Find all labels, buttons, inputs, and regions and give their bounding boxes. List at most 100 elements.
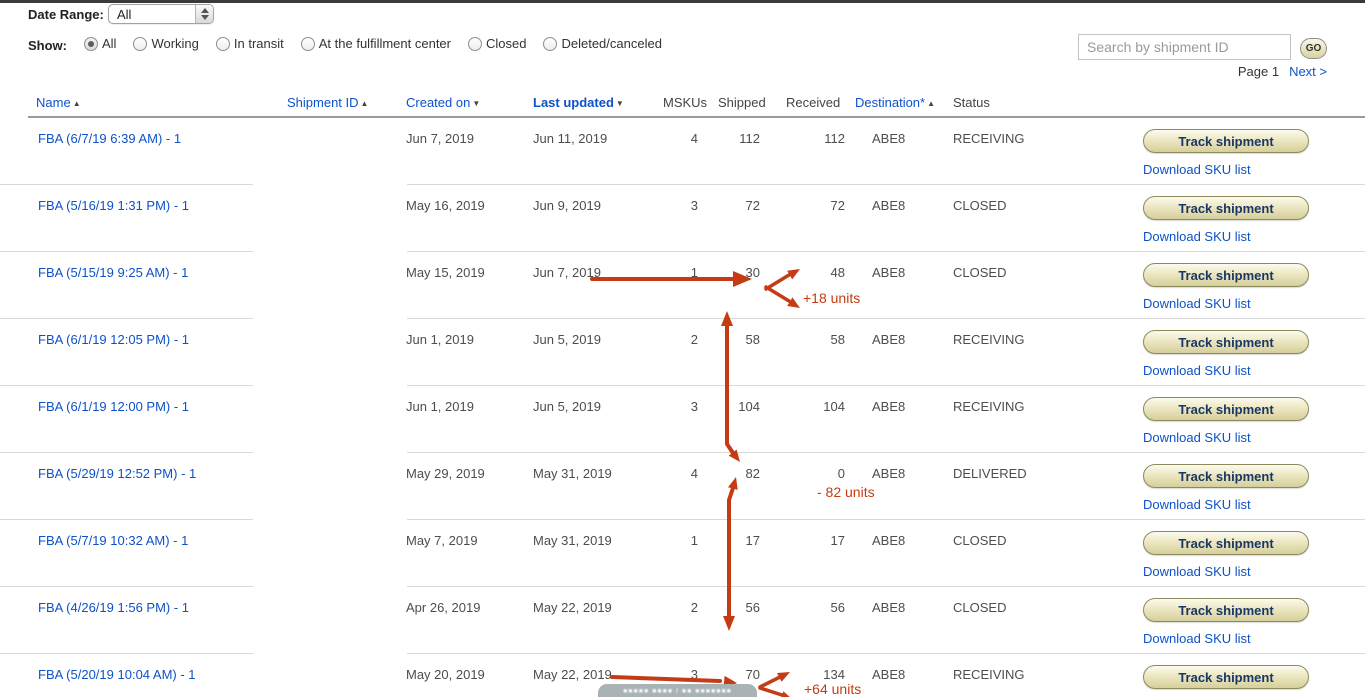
row-divider-left — [0, 318, 253, 319]
shipment-name-link[interactable]: FBA (6/7/19 6:39 AM) - 1 — [38, 131, 182, 146]
track-shipment-button[interactable]: Track shipment — [1143, 397, 1309, 421]
mskus-cell: 3 — [690, 667, 698, 682]
status-badge: RECEIVING — [953, 667, 1025, 682]
mskus-cell: 4 — [690, 131, 698, 146]
last-updated-cell: May 31, 2019 — [533, 533, 612, 548]
download-sku-list-link[interactable]: Download SKU list — [1143, 229, 1251, 244]
col-header-created-on[interactable]: Created on ▼ — [406, 95, 480, 110]
shipment-name-link[interactable]: FBA (5/20/19 10:04 AM) - 1 — [38, 667, 196, 682]
destination-cell: ABE8 — [872, 533, 906, 548]
shipped-cell: 70 — [745, 667, 760, 682]
last-updated-cell: Jun 5, 2019 — [533, 332, 601, 347]
row-divider-left — [0, 653, 253, 654]
table-header-divider — [28, 116, 1365, 118]
row-divider-right — [407, 653, 1365, 654]
download-sku-list-link[interactable]: Download SKU list — [1143, 296, 1251, 311]
show-filter-option[interactable]: Working — [133, 36, 199, 51]
row-divider-right — [407, 251, 1365, 252]
table-header-row: Name ▲ Shipment ID ▲ Created on ▼ Last upda… — [0, 95, 1365, 117]
track-shipment-button[interactable]: Track shipment — [1143, 531, 1309, 555]
date-range-label: Date Range: — [28, 7, 104, 22]
track-shipment-button[interactable]: Track shipment — [1143, 464, 1309, 488]
download-sku-list-link[interactable]: Download SKU list — [1143, 497, 1251, 512]
col-header-name[interactable]: Name ▲ — [36, 95, 81, 110]
last-updated-cell: Jun 5, 2019 — [533, 399, 601, 414]
col-header-last-updated[interactable]: Last updated ▼ — [533, 95, 624, 110]
cutoff-gray-button[interactable]: ■■■■■ ■■■■ / ■■ ■■■■■■■ — [598, 684, 757, 697]
received-cell: 72 — [830, 198, 845, 213]
status-badge: RECEIVING — [953, 131, 1025, 146]
row-divider-right — [407, 184, 1365, 185]
col-header-shipment-id-label: Shipment ID — [287, 95, 359, 110]
track-shipment-button[interactable]: Track shipment — [1143, 330, 1309, 354]
col-header-shipment-id[interactable]: Shipment ID ▲ — [287, 95, 368, 110]
shipment-name-link[interactable]: FBA (5/16/19 1:31 PM) - 1 — [38, 198, 190, 213]
last-updated-cell: Jun 9, 2019 — [533, 198, 601, 213]
table-row: FBA (5/7/19 10:32 AM) - 1 May 7, 2019 Ma… — [0, 520, 1365, 587]
track-shipment-button[interactable]: Track shipment — [1143, 598, 1309, 622]
received-cell: 0 — [837, 466, 845, 481]
row-divider-left — [0, 452, 253, 453]
show-filter-option[interactable]: At the fulfillment center — [300, 36, 451, 51]
row-divider-right — [407, 385, 1365, 386]
mskus-cell: 4 — [690, 466, 698, 481]
created-on-cell: May 15, 2019 — [406, 265, 485, 280]
received-cell: 58 — [830, 332, 845, 347]
show-filter-radio-group: All Working In transit At the fulfillmen… — [84, 36, 662, 51]
download-sku-list-link[interactable]: Download SKU list — [1143, 162, 1251, 177]
row-divider-right — [407, 519, 1365, 520]
shipped-cell: 72 — [745, 198, 760, 213]
radio-button-icon[interactable] — [133, 36, 148, 51]
search-input[interactable] — [1078, 34, 1291, 60]
radio-button-icon[interactable] — [84, 36, 98, 51]
shipment-name-link[interactable]: FBA (5/29/19 12:52 PM) - 1 — [38, 466, 197, 481]
col-header-shipped: Shipped — [718, 95, 766, 110]
track-shipment-button[interactable]: Track shipment — [1143, 129, 1309, 153]
last-updated-cell: Jun 11, 2019 — [533, 131, 608, 146]
sort-asc-icon: ▲ — [72, 99, 81, 108]
received-cell: 48 — [830, 265, 845, 280]
received-cell: 17 — [830, 533, 845, 548]
download-sku-list-link[interactable]: Download SKU list — [1143, 363, 1251, 378]
table-row: FBA (5/20/19 10:04 AM) - 1 May 20, 2019 … — [0, 654, 1365, 697]
col-header-last-updated-label: Last updated — [533, 95, 614, 110]
track-shipment-button[interactable]: Track shipment — [1143, 263, 1309, 287]
download-sku-list-link[interactable]: Download SKU list — [1143, 631, 1251, 646]
cutoff-gray-button-label: ■■■■■ ■■■■ / ■■ ■■■■■■■ — [623, 688, 732, 695]
received-cell: 104 — [823, 399, 845, 414]
track-shipment-button[interactable]: Track shipment — [1143, 196, 1309, 220]
table-row: FBA (6/1/19 12:00 PM) - 1 Jun 1, 2019 Ju… — [0, 386, 1365, 453]
date-range-select[interactable]: All — [108, 4, 214, 24]
created-on-cell: May 16, 2019 — [406, 198, 485, 213]
download-sku-list-link[interactable]: Download SKU list — [1143, 430, 1251, 445]
select-stepper-icon[interactable] — [195, 5, 213, 23]
download-sku-list-link[interactable]: Download SKU list — [1143, 564, 1251, 579]
go-button[interactable]: GO — [1300, 38, 1327, 59]
chevron-up-icon — [200, 8, 209, 13]
shipment-name-link[interactable]: FBA (6/1/19 12:00 PM) - 1 — [38, 399, 190, 414]
row-divider-left — [0, 251, 253, 252]
sort-desc-icon: ▼ — [472, 99, 481, 108]
radio-button-icon[interactable] — [543, 36, 558, 51]
col-header-destination[interactable]: Destination* ▲ — [855, 95, 935, 110]
show-filter-option[interactable]: In transit — [215, 36, 284, 51]
shipment-name-link[interactable]: FBA (5/15/19 9:25 AM) - 1 — [38, 265, 189, 280]
col-header-name-label: Name — [36, 95, 71, 110]
radio-option-label: Deleted/canceled — [561, 36, 662, 51]
radio-button-icon[interactable] — [468, 36, 482, 51]
show-filter-option[interactable]: All — [84, 36, 116, 51]
show-filter-label: Show: — [28, 38, 67, 53]
radio-button-icon[interactable] — [300, 36, 315, 51]
shipment-name-link[interactable]: FBA (5/7/19 10:32 AM) - 1 — [38, 533, 189, 548]
radio-button-icon[interactable] — [215, 36, 230, 51]
show-filter-option[interactable]: Closed — [468, 36, 526, 51]
radio-option-label: At the fulfillment center — [318, 36, 451, 51]
row-divider-left — [0, 519, 253, 520]
shipment-name-link[interactable]: FBA (4/26/19 1:56 PM) - 1 — [38, 600, 190, 615]
created-on-cell: May 29, 2019 — [406, 466, 485, 481]
show-filter-option[interactable]: Deleted/canceled — [543, 36, 662, 51]
next-page-link[interactable]: Next > — [1289, 64, 1327, 79]
track-shipment-button[interactable]: Track shipment — [1143, 665, 1309, 689]
shipment-name-link[interactable]: FBA (6/1/19 12:05 PM) - 1 — [38, 332, 190, 347]
